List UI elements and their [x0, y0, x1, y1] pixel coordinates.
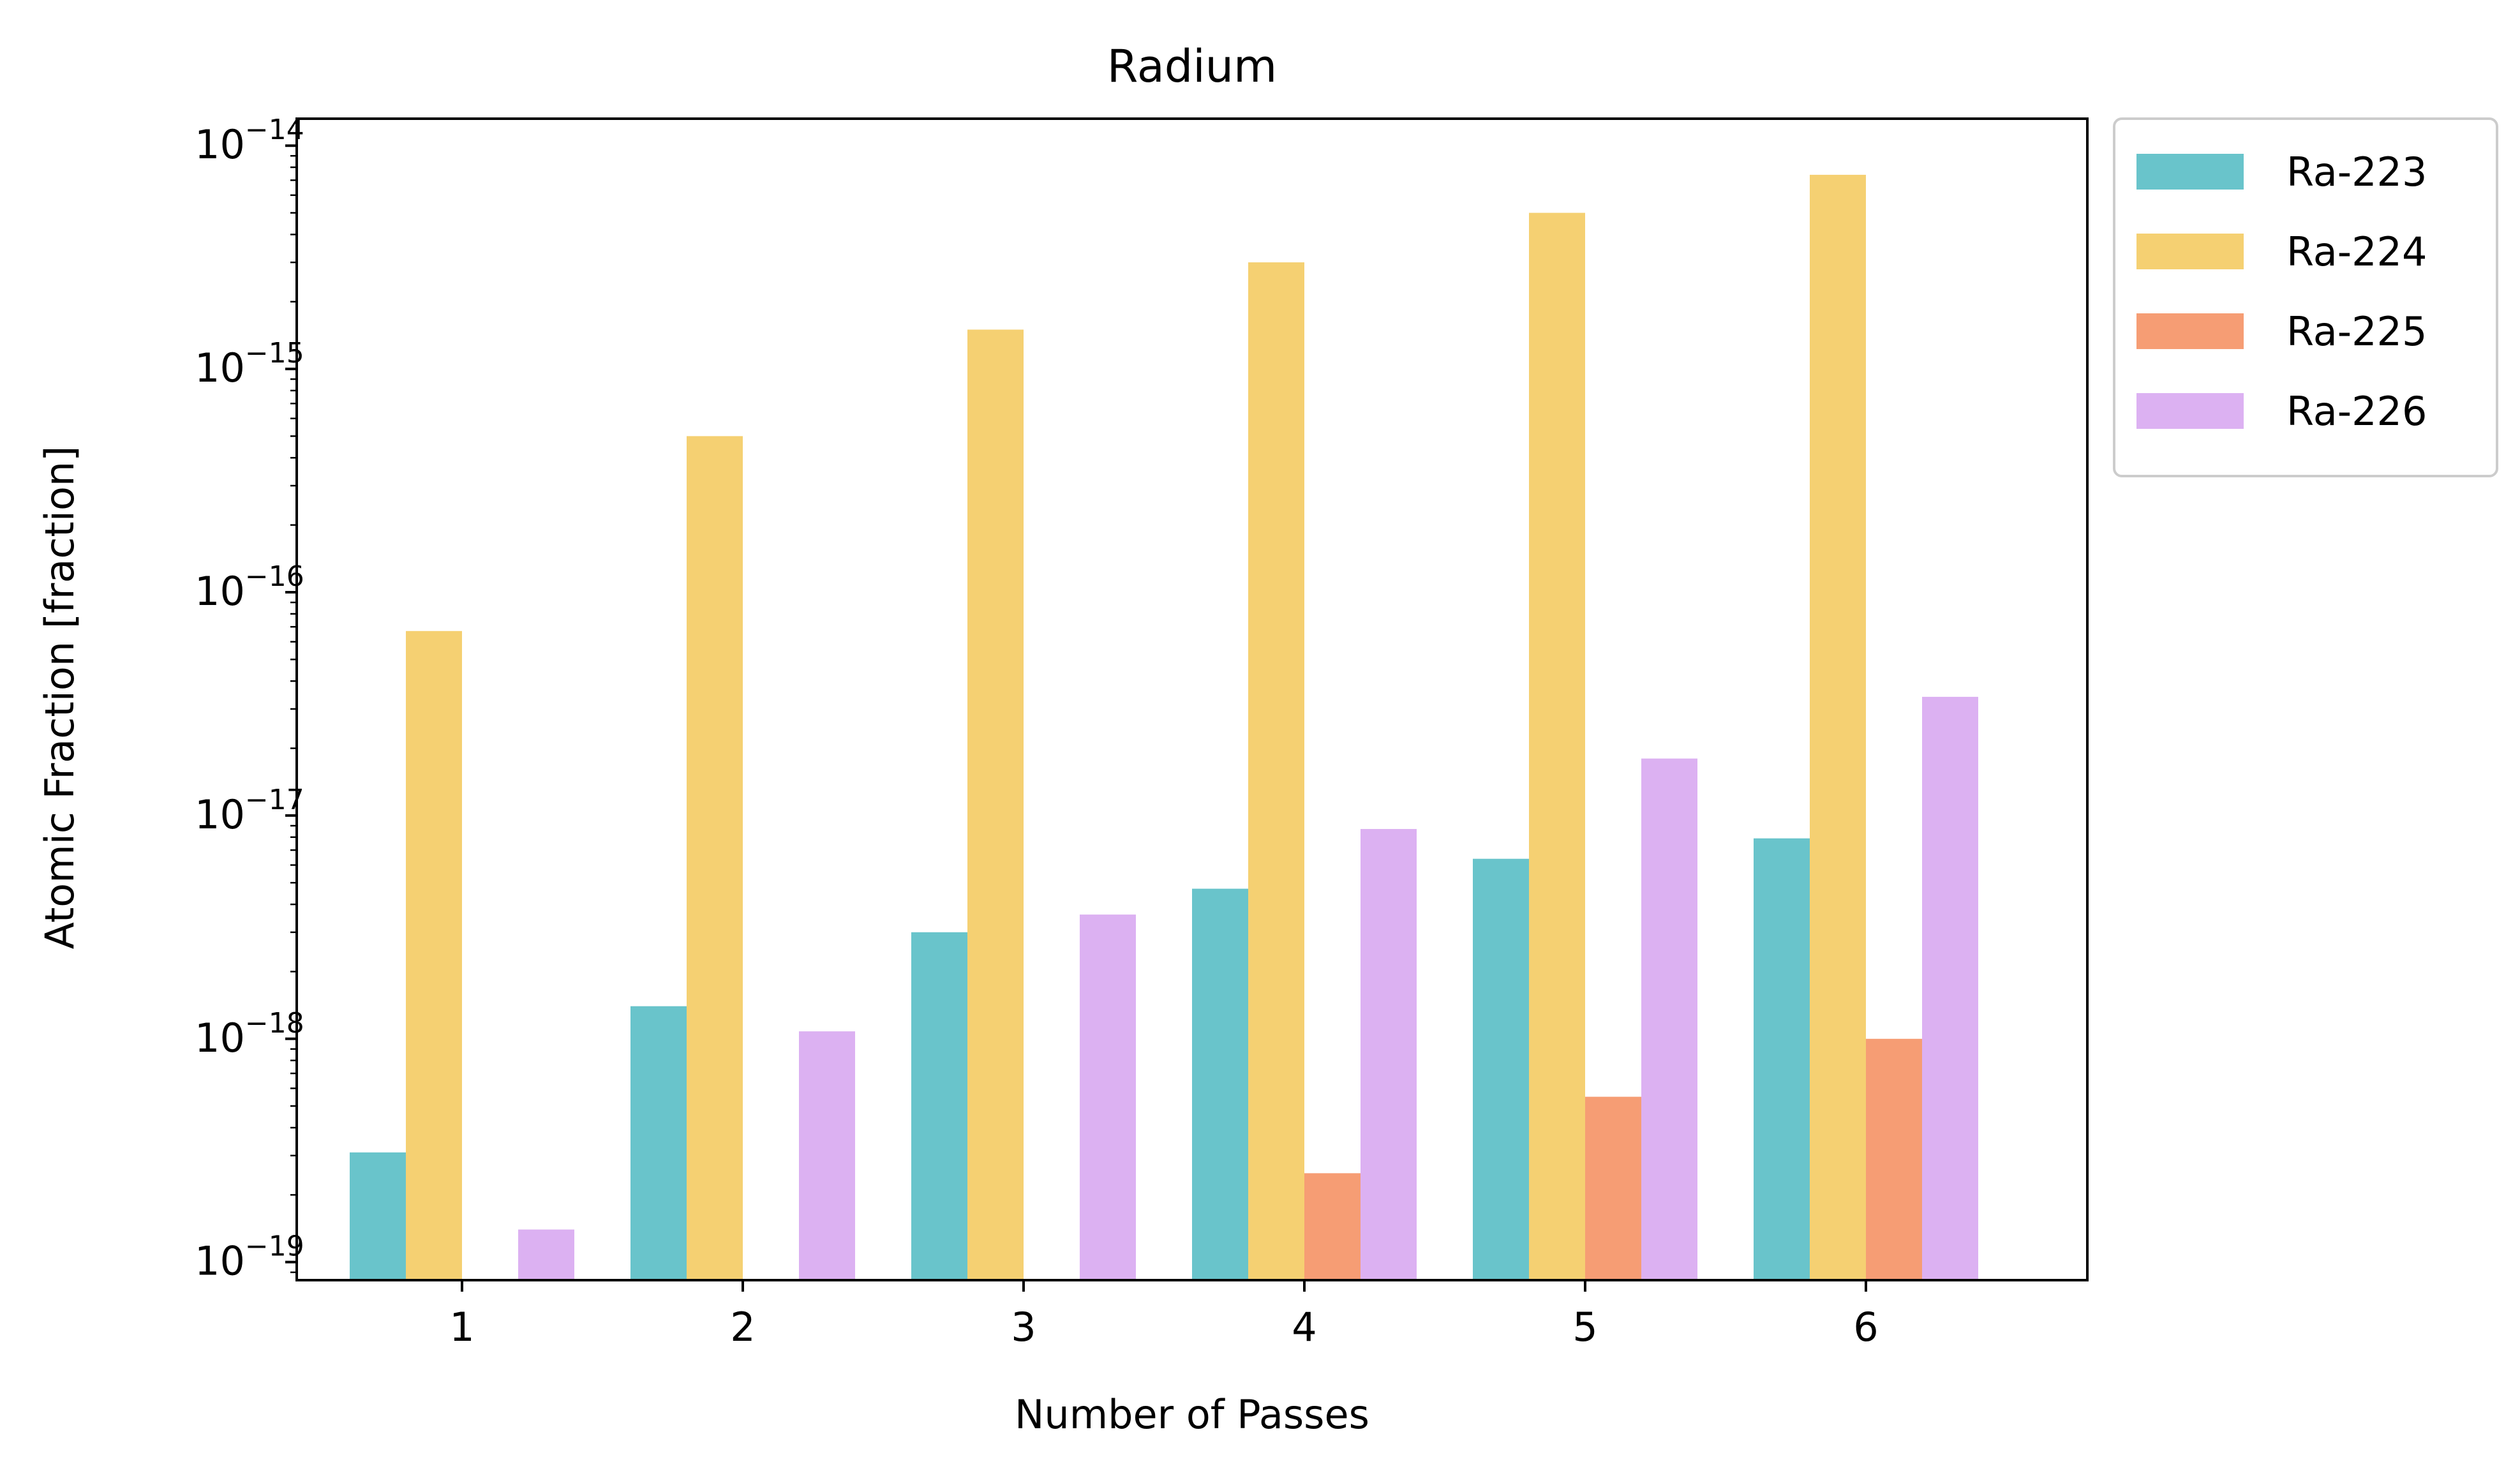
legend-frame [2113, 117, 2498, 477]
legend-label: Ra-223 [2286, 149, 2427, 195]
bar-ra-223-pass-2 [630, 1006, 687, 1280]
bar-ra-225-pass-6 [1866, 1038, 1922, 1280]
bar-ra-224-pass-4 [1248, 262, 1304, 1281]
y-tick-label: 10−17 [195, 784, 304, 838]
chart-title: Radium [1107, 40, 1277, 93]
legend-swatch-ra-225 [2136, 313, 2244, 349]
plot-area-frame [295, 117, 2089, 1281]
y-tick-label: 10−18 [195, 1007, 304, 1061]
bars-layer [350, 174, 1978, 1281]
legend-swatch-ra-223 [2136, 154, 2244, 190]
x-tick-label: 6 [1853, 1304, 1878, 1350]
bar-ra-226-pass-1 [518, 1229, 574, 1280]
x-tick-label: 1 [449, 1304, 474, 1350]
y-tick-label: 10−14 [195, 114, 304, 168]
y-tick-label: 10−19 [195, 1230, 304, 1285]
bar-ra-224-pass-1 [406, 631, 462, 1280]
bar-ra-226-pass-4 [1361, 829, 1417, 1280]
x-tick-label: 2 [730, 1304, 755, 1350]
legend-label: Ra-224 [2286, 228, 2427, 275]
bar-ra-225-pass-5 [1585, 1096, 1641, 1280]
legend-swatch-ra-224 [2136, 234, 2244, 269]
bar-ra-223-pass-6 [1754, 838, 1810, 1280]
bar-ra-223-pass-5 [1473, 858, 1529, 1280]
x-axis-label: Number of Passes [1015, 1391, 1369, 1438]
y-tick-label: 10−16 [195, 560, 304, 615]
y-axis-label: Atomic Fraction [fraction] [36, 446, 83, 950]
bar-ra-224-pass-2 [687, 436, 743, 1280]
bar-ra-224-pass-6 [1810, 174, 1866, 1280]
x-axis-ticks: 1 2 3 4 5 6 [449, 1280, 1879, 1350]
bar-ra-223-pass-1 [350, 1152, 406, 1280]
bar-ra-226-pass-6 [1922, 696, 1978, 1280]
x-tick-label: 5 [1572, 1304, 1597, 1350]
legend-label: Ra-225 [2286, 308, 2427, 355]
legend: Ra-223 Ra-224 Ra-225 Ra-226 [2113, 117, 2498, 477]
legend-swatch-ra-226 [2136, 393, 2244, 429]
bar-ra-226-pass-5 [1641, 758, 1697, 1280]
bar-ra-224-pass-3 [967, 329, 1024, 1280]
bar-ra-223-pass-4 [1192, 888, 1248, 1280]
y-tick-label: 10−15 [195, 337, 304, 391]
bar-ra-226-pass-2 [799, 1031, 855, 1280]
bar-ra-224-pass-5 [1529, 213, 1585, 1280]
bar-ra-225-pass-4 [1304, 1173, 1361, 1280]
x-tick-label: 4 [1292, 1304, 1316, 1350]
legend-label: Ra-226 [2286, 388, 2427, 435]
x-tick-label: 3 [1011, 1304, 1036, 1350]
bar-ra-223-pass-3 [911, 932, 967, 1280]
bar-ra-226-pass-3 [1080, 914, 1136, 1280]
